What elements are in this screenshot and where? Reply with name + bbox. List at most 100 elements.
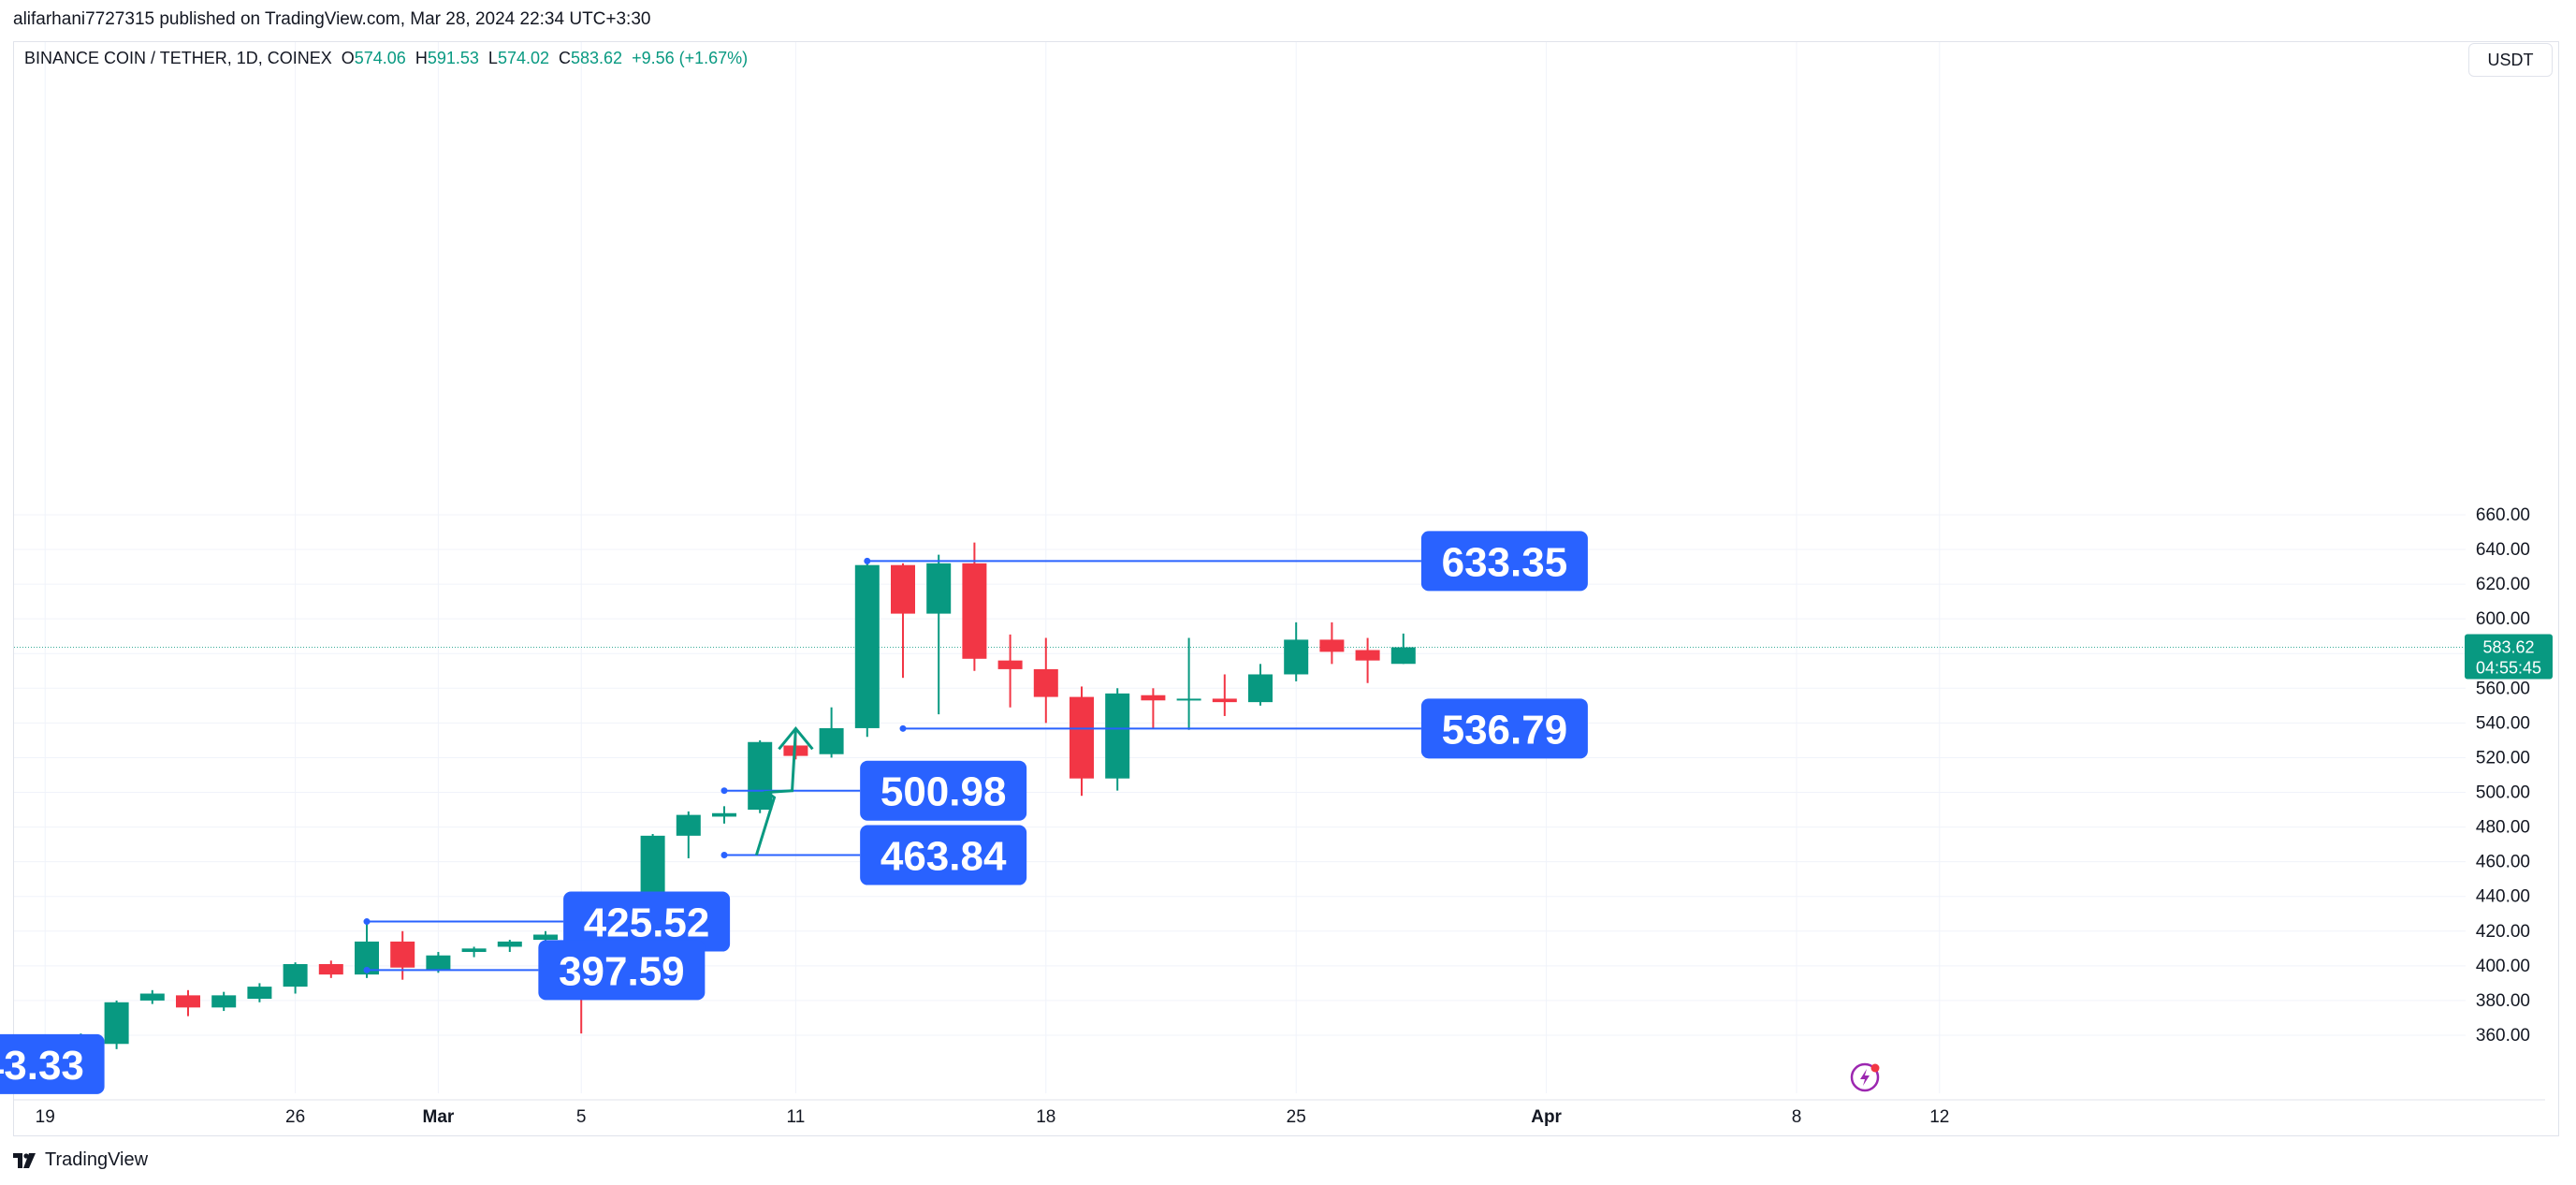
y-tick-label: 360.00 [2476,1026,2530,1046]
candle-body [676,814,701,836]
drawn-arrow-head [778,725,814,751]
tradingview-logo-icon [13,1152,36,1168]
candle-body [997,660,1023,669]
chart-frame [13,41,2559,1136]
y-tick-label: 460.00 [2476,853,2530,872]
candle-body [283,964,308,988]
candle-layer [0,542,1416,1061]
level-callout-box [1420,698,1588,759]
price-tag-layer: 583.62 04:55:45 [1850,634,2553,1092]
y-tick-label: 620.00 [2476,575,2530,594]
level-callout-label: 463.84 [880,834,1007,880]
level-callout-box [860,760,1027,821]
level-callout-label: 500.98 [880,769,1007,815]
candle-body [318,964,343,975]
last-price-value: 583.62 [2482,638,2534,657]
candle-body [211,995,237,1008]
candle-body [891,564,915,614]
candle-body [1176,698,1201,701]
y-tick-label: 500.00 [2476,783,2530,803]
candle-body [1070,696,1094,779]
y-tick-label: 380.00 [2476,991,2530,1011]
candle-body [1105,693,1130,779]
publisher-line: alifarhani7727315 published on TradingVi… [13,9,651,29]
y-tick-label: 420.00 [2476,922,2530,942]
level-anchor-dot [720,852,728,859]
candle-body [1033,668,1058,697]
candle-body [426,955,451,970]
candle-body [104,1002,129,1045]
level-callout-box [860,825,1027,885]
change-value: +9.56 (+1.67%) [632,49,749,67]
open-label: O [341,49,355,67]
event-flash-icon [1850,1062,1880,1092]
candle-body [139,993,165,1001]
last-price-countdown: 04:55:45 [2476,659,2541,678]
candle-body [461,948,487,953]
candle-body [1319,639,1345,652]
x-tick-label: 5 [576,1107,587,1127]
level-anchor-dot [720,787,728,795]
x-tick-label: 26 [285,1107,305,1127]
x-tick-label: 12 [1929,1107,1949,1127]
candle-body [176,995,200,1008]
x-tick-label: 11 [787,1107,806,1127]
close-label: C [559,49,572,67]
level-anchor-dot [899,724,907,732]
level-callout-label: 536.79 [1442,707,1568,753]
low-label: L [488,49,498,67]
level-callout-label: 425.52 [584,900,710,946]
axis-layer: 360.00 380.00 400.00 420.00 440.00 460.00 480.… [14,505,2545,1127]
symbol-label: BINANCE COIN / TETHER, 1D, COINEX [24,49,332,67]
x-tick-label: Apr [1531,1107,1562,1127]
level-callout-box [0,1033,105,1094]
y-tick-label: 540.00 [2476,713,2530,733]
currency-button[interactable]: USDT [2468,43,2553,77]
x-tick-label: 8 [1792,1107,1802,1127]
level-callout-label: 343.33 [0,1043,84,1089]
candle-body [1390,647,1416,665]
x-tick-label: 25 [1287,1107,1306,1127]
candle-body [1141,695,1166,701]
close-value: 583.62 [571,49,623,67]
candle-body [819,727,844,754]
y-tick-label: 660.00 [2476,505,2530,525]
level-callout-box [538,940,706,1001]
x-tick-label: Mar [423,1107,455,1127]
last-price-tag [2465,634,2553,680]
candle-body [748,741,773,811]
x-tick-label: 19 [36,1107,55,1127]
x-tick-label: 18 [1036,1107,1055,1127]
tradingview-footer[interactable]: TradingView [13,1149,148,1171]
low-value: 574.02 [497,49,549,67]
y-tick-label: 640.00 [2476,540,2530,560]
candle-body [497,941,522,947]
candle-body [1284,639,1309,675]
candle-body [533,934,558,941]
tradingview-brand-label: TradingView [45,1149,149,1170]
level-callout-label: 397.59 [559,948,685,994]
drawn-trend-path [754,728,797,856]
symbol-legend: BINANCE COIN / TETHER, 1D, COINEX O574.0… [24,49,748,68]
level-anchor-dot [363,966,371,973]
candle-body [247,987,272,1000]
candle-body [1212,698,1237,703]
level-anchor-dot [864,557,871,564]
y-tick-label: 400.00 [2476,957,2530,976]
level-callout-label: 633.35 [1442,539,1568,585]
grid-layer [14,42,2466,1093]
high-label: H [415,49,428,67]
y-tick-label: 600.00 [2476,609,2530,629]
candle-body [1355,650,1380,661]
candle-body [854,564,880,728]
candle-body [1248,674,1273,703]
candle-body [926,563,952,614]
y-tick-label: 520.00 [2476,748,2530,768]
candle-body [962,563,987,659]
open-value: 574.06 [354,49,406,67]
level-callout-box [1420,531,1588,592]
level-anchor-dot [363,918,371,926]
candle-body [712,812,736,817]
y-tick-label: 560.00 [2476,679,2530,698]
